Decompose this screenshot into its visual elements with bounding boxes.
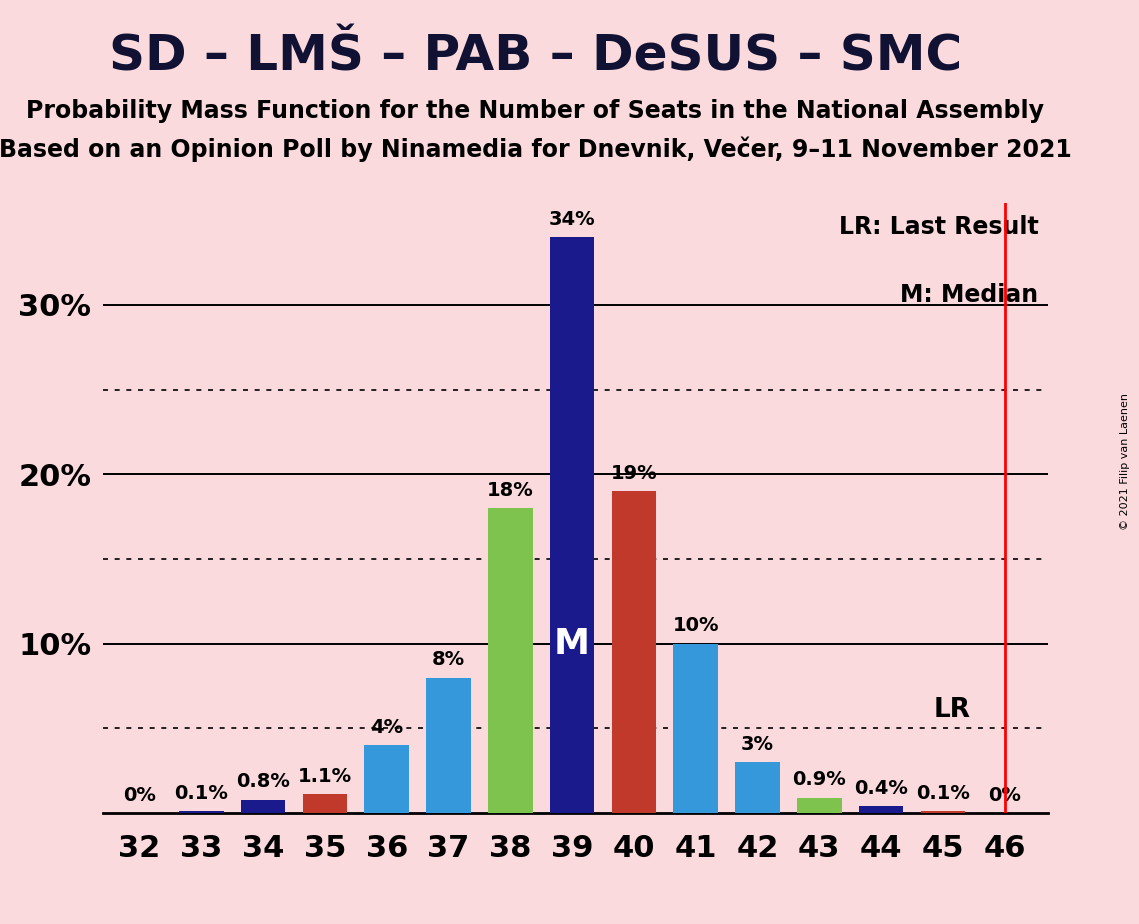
Bar	[426, 677, 470, 813]
Text: 3%: 3%	[741, 735, 775, 754]
Text: 0%: 0%	[989, 785, 1021, 805]
Text: 0.9%: 0.9%	[793, 771, 846, 789]
Bar	[673, 644, 718, 813]
Text: Probability Mass Function for the Number of Seats in the National Assembly: Probability Mass Function for the Number…	[26, 99, 1044, 123]
Bar	[179, 811, 223, 813]
Bar	[736, 762, 780, 813]
Text: 0.1%: 0.1%	[174, 784, 228, 803]
Text: 0.8%: 0.8%	[236, 772, 290, 791]
Text: 0%: 0%	[123, 785, 156, 805]
Text: © 2021 Filip van Laenen: © 2021 Filip van Laenen	[1121, 394, 1130, 530]
Bar	[797, 797, 842, 813]
Text: 34%: 34%	[549, 210, 596, 228]
Bar	[920, 811, 965, 813]
Bar	[364, 746, 409, 813]
Text: LR: Last Result: LR: Last Result	[838, 215, 1039, 239]
Text: SD – LMŠ – PAB – DeSUS – SMC: SD – LMŠ – PAB – DeSUS – SMC	[108, 32, 962, 80]
Text: Based on an Opinion Poll by Ninamedia for Dnevnik, Večer, 9–11 November 2021: Based on an Opinion Poll by Ninamedia fo…	[0, 137, 1072, 163]
Bar	[859, 807, 903, 813]
Text: M: M	[554, 626, 590, 661]
Text: M: Median: M: Median	[900, 283, 1039, 307]
Text: 19%: 19%	[611, 464, 657, 482]
Text: LR: LR	[934, 698, 970, 723]
Text: 18%: 18%	[487, 480, 534, 500]
Text: 10%: 10%	[672, 616, 719, 636]
Bar	[303, 795, 347, 813]
Bar	[612, 492, 656, 813]
Text: 8%: 8%	[432, 650, 465, 669]
Text: 1.1%: 1.1%	[298, 767, 352, 786]
Text: 0.4%: 0.4%	[854, 779, 908, 797]
Bar	[550, 237, 595, 813]
Text: 4%: 4%	[370, 718, 403, 737]
Bar	[489, 508, 533, 813]
Text: 0.1%: 0.1%	[916, 784, 969, 803]
Bar	[241, 799, 286, 813]
